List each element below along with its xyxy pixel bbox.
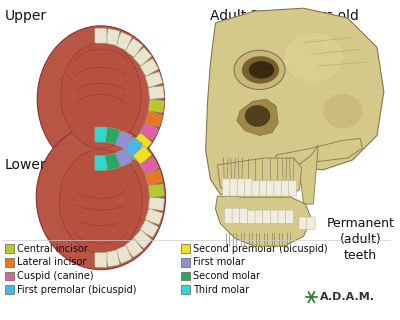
- FancyBboxPatch shape: [247, 210, 255, 223]
- FancyBboxPatch shape: [255, 210, 263, 223]
- Ellipse shape: [249, 61, 274, 79]
- FancyBboxPatch shape: [95, 156, 107, 171]
- FancyBboxPatch shape: [252, 181, 260, 196]
- FancyBboxPatch shape: [148, 99, 164, 113]
- Text: Permanent
(adult)
teeth: Permanent (adult) teeth: [326, 217, 394, 262]
- FancyBboxPatch shape: [145, 72, 163, 87]
- FancyBboxPatch shape: [115, 148, 132, 166]
- FancyBboxPatch shape: [105, 28, 120, 45]
- FancyBboxPatch shape: [140, 59, 158, 76]
- Bar: [5, 285, 14, 294]
- Polygon shape: [274, 139, 362, 168]
- FancyBboxPatch shape: [115, 245, 132, 263]
- Bar: [5, 258, 14, 267]
- Polygon shape: [216, 196, 312, 246]
- FancyBboxPatch shape: [125, 38, 143, 57]
- Ellipse shape: [36, 125, 166, 270]
- FancyBboxPatch shape: [115, 131, 132, 149]
- FancyBboxPatch shape: [286, 210, 294, 223]
- Polygon shape: [299, 145, 318, 204]
- FancyBboxPatch shape: [140, 157, 158, 174]
- Bar: [5, 244, 14, 253]
- FancyBboxPatch shape: [145, 111, 163, 127]
- FancyBboxPatch shape: [105, 250, 120, 267]
- FancyBboxPatch shape: [224, 208, 232, 223]
- Text: Lower: Lower: [5, 158, 46, 172]
- Ellipse shape: [59, 149, 142, 253]
- FancyBboxPatch shape: [232, 208, 240, 223]
- FancyBboxPatch shape: [95, 252, 107, 268]
- FancyBboxPatch shape: [95, 28, 107, 43]
- Text: Second premolar (bicuspid): Second premolar (bicuspid): [193, 244, 328, 254]
- FancyBboxPatch shape: [266, 181, 274, 196]
- FancyBboxPatch shape: [125, 141, 143, 160]
- FancyBboxPatch shape: [288, 181, 296, 196]
- FancyBboxPatch shape: [105, 153, 120, 170]
- Text: A.D.A.M.: A.D.A.M.: [320, 292, 375, 302]
- Ellipse shape: [37, 26, 164, 173]
- FancyBboxPatch shape: [259, 181, 267, 196]
- FancyBboxPatch shape: [133, 48, 152, 66]
- Text: Adult 21-25 years old: Adult 21-25 years old: [210, 9, 358, 23]
- Text: First premolar (bicuspid): First premolar (bicuspid): [17, 285, 136, 295]
- FancyBboxPatch shape: [263, 210, 270, 223]
- Text: Third molar: Third molar: [193, 285, 249, 295]
- FancyBboxPatch shape: [299, 217, 307, 229]
- Ellipse shape: [323, 94, 362, 128]
- Text: Upper: Upper: [5, 9, 47, 23]
- Polygon shape: [206, 8, 384, 194]
- Polygon shape: [217, 158, 302, 197]
- Ellipse shape: [245, 105, 270, 127]
- FancyBboxPatch shape: [148, 86, 164, 99]
- FancyBboxPatch shape: [222, 179, 230, 196]
- FancyBboxPatch shape: [133, 133, 152, 151]
- FancyBboxPatch shape: [230, 179, 238, 196]
- FancyBboxPatch shape: [237, 179, 245, 196]
- FancyBboxPatch shape: [133, 146, 152, 164]
- Bar: [181, 285, 190, 294]
- Bar: [5, 272, 14, 280]
- FancyBboxPatch shape: [105, 127, 120, 144]
- Text: Second molar: Second molar: [193, 271, 260, 281]
- FancyBboxPatch shape: [140, 220, 158, 237]
- Bar: [181, 258, 190, 267]
- FancyBboxPatch shape: [274, 181, 282, 196]
- FancyBboxPatch shape: [115, 32, 132, 50]
- Bar: [181, 272, 190, 280]
- FancyBboxPatch shape: [145, 209, 163, 224]
- FancyBboxPatch shape: [278, 210, 286, 223]
- FancyBboxPatch shape: [145, 170, 163, 186]
- Ellipse shape: [242, 56, 279, 84]
- FancyBboxPatch shape: [133, 230, 152, 248]
- FancyBboxPatch shape: [270, 210, 278, 223]
- Bar: [181, 244, 190, 253]
- FancyBboxPatch shape: [148, 197, 164, 211]
- FancyBboxPatch shape: [125, 137, 143, 156]
- Ellipse shape: [234, 50, 285, 90]
- Ellipse shape: [61, 43, 141, 148]
- FancyBboxPatch shape: [244, 179, 252, 196]
- Ellipse shape: [284, 33, 343, 82]
- Text: Central incisor: Central incisor: [17, 244, 88, 254]
- Text: First molar: First molar: [193, 257, 245, 267]
- Text: Lateral incisor: Lateral incisor: [17, 257, 86, 267]
- FancyBboxPatch shape: [148, 184, 164, 197]
- Polygon shape: [237, 99, 278, 135]
- FancyBboxPatch shape: [95, 127, 107, 142]
- FancyBboxPatch shape: [281, 181, 289, 196]
- Text: Cuspid (canine): Cuspid (canine): [17, 271, 93, 281]
- FancyBboxPatch shape: [240, 208, 248, 223]
- FancyBboxPatch shape: [307, 217, 315, 229]
- FancyBboxPatch shape: [125, 239, 143, 257]
- FancyBboxPatch shape: [140, 123, 158, 140]
